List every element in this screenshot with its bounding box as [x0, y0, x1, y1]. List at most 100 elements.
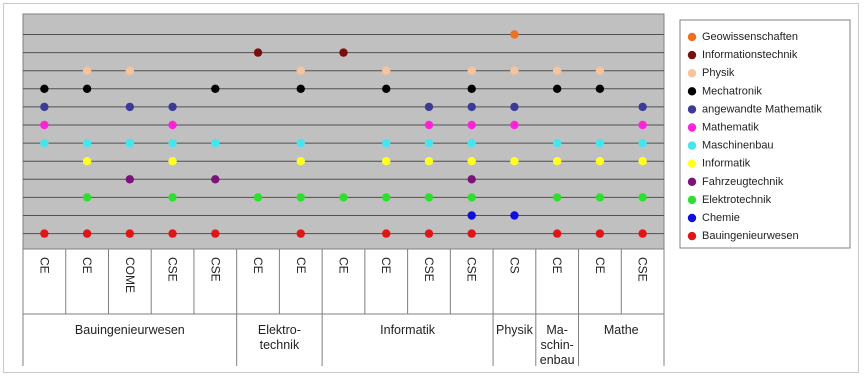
data-point	[510, 30, 519, 39]
legend-marker	[687, 50, 697, 60]
tick-label: CSE	[636, 257, 650, 282]
data-point	[638, 102, 647, 112]
data-point	[424, 138, 434, 148]
data-point	[168, 120, 177, 130]
data-point	[595, 157, 605, 166]
data-point	[82, 229, 92, 238]
tick-label: CE	[550, 257, 564, 274]
data-point	[467, 157, 476, 166]
legend-marker	[687, 141, 697, 150]
data-point	[253, 48, 263, 57]
data-point	[211, 138, 220, 148]
data-point	[467, 211, 476, 220]
data-point	[82, 157, 92, 166]
group-label: technik	[260, 338, 300, 352]
data-point	[638, 193, 647, 202]
data-point	[638, 120, 647, 130]
group-label: Mathe	[604, 323, 639, 337]
tick-label: CE	[337, 257, 351, 274]
group-label: Informatik	[380, 323, 436, 337]
legend-label: angewandte Mathematik	[702, 103, 822, 115]
group-label: schin-	[540, 338, 573, 352]
data-point	[552, 66, 562, 75]
legend-marker	[687, 123, 697, 132]
legend-box	[679, 19, 851, 249]
group-label: Ma-	[546, 323, 568, 337]
tick-label: CE	[294, 257, 308, 274]
data-point	[382, 138, 391, 148]
data-point	[552, 193, 562, 202]
data-point	[82, 66, 92, 75]
data-point	[382, 157, 391, 166]
data-point	[296, 229, 305, 238]
data-point	[339, 48, 348, 57]
data-point	[467, 193, 476, 202]
tick-label: CSE	[422, 257, 436, 282]
legend-marker	[687, 69, 697, 78]
data-point	[211, 175, 220, 184]
legend-label: Bauingenieurwesen	[702, 230, 799, 242]
data-point	[253, 193, 263, 202]
data-point	[510, 157, 519, 166]
group-label: Elektro-	[258, 323, 301, 337]
data-point	[595, 138, 605, 148]
legend-label: Maschinenbau	[702, 140, 774, 152]
tick-label: CS	[507, 257, 521, 274]
legend-label: Physik	[702, 67, 735, 79]
data-point	[296, 193, 305, 202]
legend-marker	[687, 213, 697, 223]
legend-label: Chemie	[702, 212, 740, 224]
data-point	[467, 138, 476, 148]
tick-label: CE	[251, 257, 265, 274]
legend-label: Mathematik	[702, 122, 759, 134]
data-point	[595, 66, 605, 75]
data-point	[510, 102, 519, 112]
data-point	[82, 84, 92, 94]
tick-label: CSE	[208, 257, 222, 282]
data-point	[638, 229, 647, 238]
legend-marker	[687, 87, 697, 96]
data-point	[168, 229, 177, 238]
data-point	[382, 193, 391, 202]
data-point	[211, 229, 220, 238]
data-point	[40, 229, 49, 238]
data-point	[168, 157, 177, 166]
data-point	[125, 175, 135, 184]
chart-frame: CE CE COME CSE CSE CE CE CE CE CSE CSE CS CE CE CSE Bau…	[3, 3, 859, 373]
tick-label: CE	[80, 257, 94, 274]
data-point	[211, 84, 220, 94]
group-label: enbau	[540, 353, 575, 367]
data-point	[638, 138, 647, 148]
data-point	[296, 157, 305, 166]
data-point	[510, 211, 519, 220]
data-point	[467, 84, 476, 94]
data-point	[40, 84, 49, 94]
data-point	[510, 120, 519, 130]
data-point	[125, 66, 135, 75]
tick-label: CSE	[465, 257, 479, 282]
legend-label: Informationstechnik	[702, 49, 798, 61]
data-point	[382, 229, 391, 238]
tick-label: COME	[123, 257, 137, 293]
data-point	[595, 193, 605, 202]
data-point	[467, 66, 476, 75]
data-point	[382, 84, 391, 94]
data-point	[467, 120, 476, 130]
legend-label: Fahrzeugtechnik	[702, 176, 784, 188]
legend-marker	[687, 195, 697, 205]
legend-label: Elektrotechnik	[702, 194, 772, 206]
data-point	[424, 229, 434, 238]
data-point	[82, 138, 92, 148]
tick-label: CSE	[166, 257, 180, 282]
legend-marker	[687, 32, 697, 42]
data-point	[125, 138, 135, 148]
data-point	[510, 66, 519, 75]
data-point	[424, 102, 434, 112]
data-point	[552, 229, 562, 238]
data-point	[382, 66, 391, 75]
data-point	[125, 102, 135, 112]
data-point	[40, 138, 49, 148]
tick-label: CE	[37, 257, 51, 274]
data-point	[595, 229, 605, 238]
data-point	[595, 84, 605, 94]
